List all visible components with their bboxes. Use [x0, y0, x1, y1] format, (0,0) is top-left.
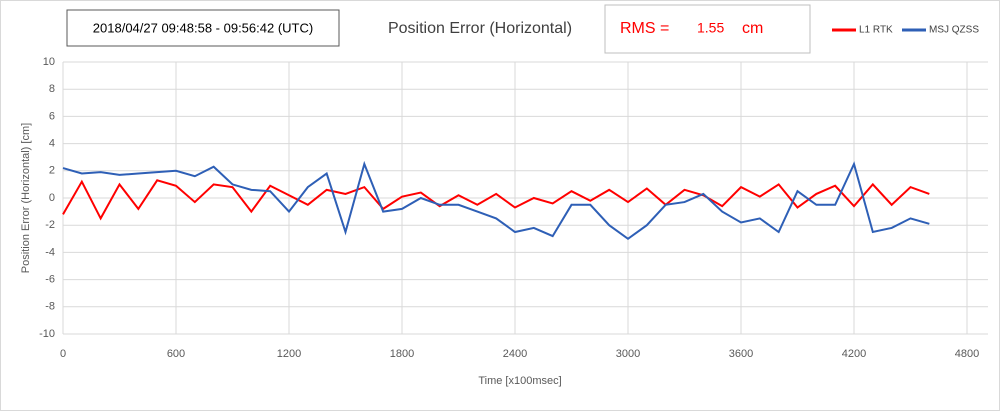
rms-box [604, 4, 811, 54]
x-tick-label: 1200 [277, 348, 301, 360]
period: 2018/04/27 09:48:58 - 09:56:42 (UTC) [93, 20, 313, 35]
x-tick-label: 2400 [503, 348, 527, 360]
y-axis-label: Position Error (Horizontal) [cm] [20, 123, 32, 273]
y-tick-label: 4 [49, 138, 55, 150]
rms-value: 1.55 [697, 20, 724, 36]
legend-label: MSJ QZSS [929, 25, 979, 36]
y-tick-label: 0 [49, 192, 55, 204]
x-tick-label: 4800 [955, 348, 979, 360]
x-tick-label: 600 [167, 348, 185, 360]
y-tick-label: 6 [49, 110, 55, 122]
x-axis-label: Time [x100msec] [478, 375, 561, 387]
x-tick-label: 0 [60, 348, 66, 360]
y-tick-label: -4 [45, 246, 55, 258]
y-tick-label: -6 [45, 274, 55, 286]
y-tick-label: 8 [49, 83, 55, 95]
x-tick-label: 4200 [842, 348, 866, 360]
y-tick-label: 10 [43, 56, 55, 68]
series-line [62, 160, 930, 241]
x-tick-label: 1800 [390, 348, 414, 360]
y-tick-label: -10 [39, 328, 55, 340]
y-tick-label: -8 [45, 301, 55, 313]
rms-label: RMS = [620, 20, 669, 37]
y-tick-label: 2 [49, 165, 55, 177]
y-tick-label: -2 [45, 219, 55, 231]
legend-label: L1 RTK [859, 25, 893, 36]
chart-title: Position Error (Horizontal) [388, 20, 572, 37]
x-tick-label: 3000 [616, 348, 640, 360]
period-box [66, 9, 340, 47]
rms-unit: cm [742, 20, 763, 37]
x-tick-label: 3600 [729, 348, 753, 360]
series-line [62, 179, 930, 221]
